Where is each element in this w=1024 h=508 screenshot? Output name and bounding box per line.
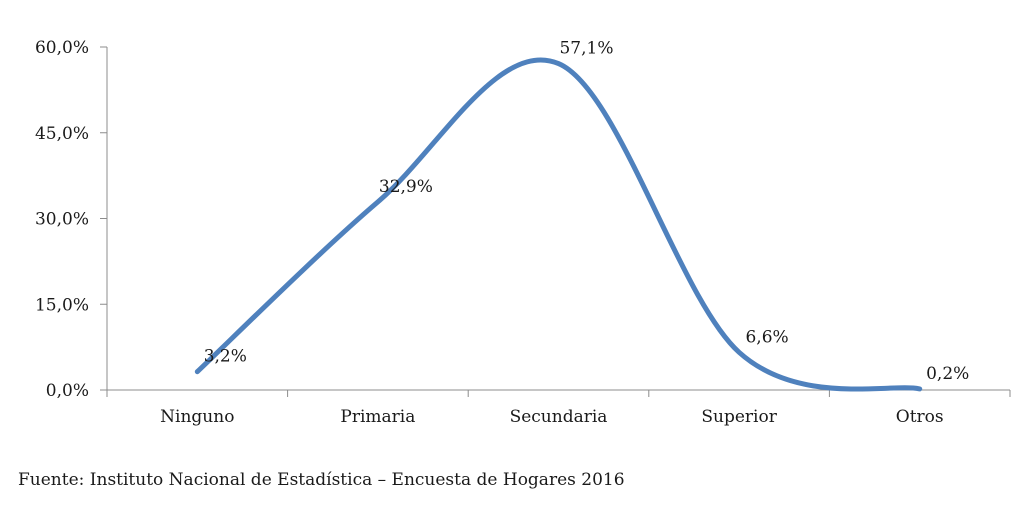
line-chart: 0,0% 15,0% 30,0% 45,0% 60,0% Ninguno Primaria… <box>35 38 1011 427</box>
y-tick-label: 15,0% <box>35 295 89 315</box>
y-axis: 0,0% 15,0% 30,0% 45,0% 60,0% <box>35 38 108 401</box>
series-line <box>194 57 923 392</box>
source-note: Fuente: Instituto Nacional de Estadístic… <box>18 470 625 490</box>
x-axis: Ninguno Primaria Secundaria Superior Otros <box>106 389 1011 427</box>
x-tick-label: Primaria <box>340 407 415 427</box>
y-tick-label: 45,0% <box>35 124 89 144</box>
y-tick-label: 30,0% <box>35 210 89 230</box>
data-labels: 3,2% 32,9% 57,1% 6,6% 0,2% <box>204 39 970 384</box>
x-tick-label: Secundaria <box>510 407 608 427</box>
x-tick-label: Ninguno <box>160 407 234 427</box>
x-tick-label: Otros <box>896 407 944 427</box>
data-label: 0,2% <box>926 364 969 384</box>
x-tick-label: Superior <box>701 407 777 427</box>
series-layer <box>194 57 923 392</box>
data-label: 32,9% <box>379 177 433 197</box>
y-tick-label: 0,0% <box>46 381 89 401</box>
data-label: 3,2% <box>204 347 247 367</box>
y-tick-label: 60,0% <box>35 38 89 58</box>
data-label: 57,1% <box>559 39 613 59</box>
data-label: 6,6% <box>745 327 788 347</box>
